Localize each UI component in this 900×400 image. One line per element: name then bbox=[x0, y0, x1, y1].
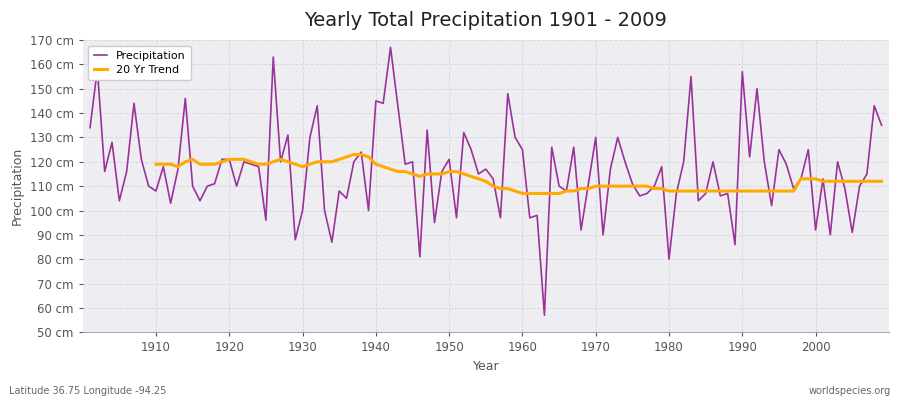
Y-axis label: Precipitation: Precipitation bbox=[11, 147, 24, 225]
Line: 20 Yr Trend: 20 Yr Trend bbox=[156, 154, 882, 194]
Precipitation bbox=[539, 313, 550, 318]
20 Yr Trend bbox=[539, 191, 550, 196]
20 Yr Trend bbox=[598, 184, 608, 188]
Text: worldspecies.org: worldspecies.org bbox=[809, 386, 891, 396]
Line: Precipitation: Precipitation bbox=[90, 47, 882, 315]
Precipitation bbox=[85, 125, 95, 130]
20 Yr Trend bbox=[877, 179, 887, 184]
20 Yr Trend bbox=[854, 179, 865, 184]
Text: Latitude 36.75 Longitude -94.25: Latitude 36.75 Longitude -94.25 bbox=[9, 386, 166, 396]
Precipitation bbox=[143, 184, 154, 188]
20 Yr Trend bbox=[348, 152, 359, 157]
Precipitation bbox=[525, 216, 535, 220]
20 Yr Trend bbox=[320, 159, 330, 164]
Precipitation bbox=[385, 45, 396, 50]
20 Yr Trend bbox=[150, 162, 161, 167]
Legend: Precipitation, 20 Yr Trend: Precipitation, 20 Yr Trend bbox=[88, 46, 192, 80]
Precipitation bbox=[348, 159, 359, 164]
Precipitation bbox=[619, 159, 630, 164]
20 Yr Trend bbox=[832, 179, 843, 184]
Precipitation bbox=[304, 135, 315, 140]
Precipitation bbox=[877, 123, 887, 128]
Title: Yearly Total Precipitation 1901 - 2009: Yearly Total Precipitation 1901 - 2009 bbox=[304, 11, 667, 30]
X-axis label: Year: Year bbox=[472, 360, 500, 373]
20 Yr Trend bbox=[517, 191, 527, 196]
20 Yr Trend bbox=[290, 162, 301, 167]
Precipitation bbox=[517, 147, 527, 152]
